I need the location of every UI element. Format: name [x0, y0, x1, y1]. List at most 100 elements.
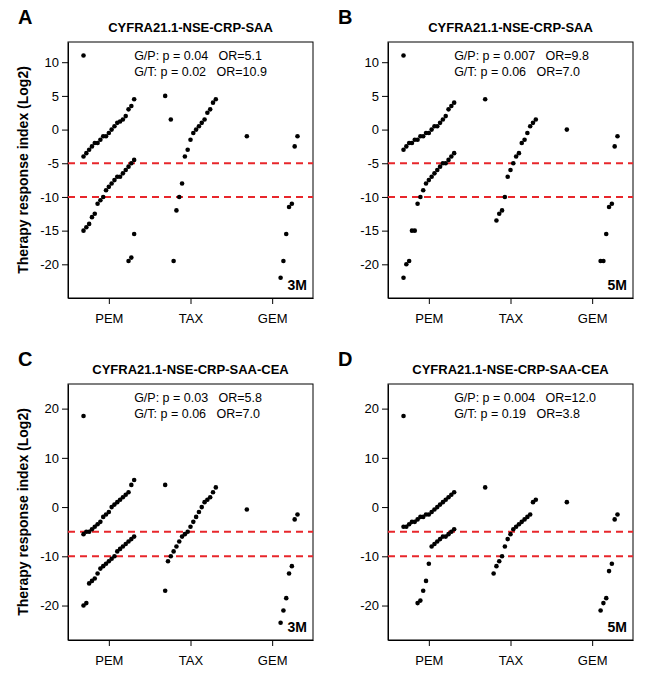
annotation: G/T: p = 0.06 OR=7.0: [454, 65, 580, 79]
data-point: [401, 414, 406, 419]
y-tick: -20: [360, 257, 388, 272]
y-tick: 0: [372, 122, 388, 137]
data-point: [424, 579, 429, 584]
y-axis-line: [68, 385, 69, 641]
data-point: [565, 127, 570, 132]
y-tick-mark: [62, 409, 68, 410]
x-tick-mark: [429, 640, 430, 646]
y-tick-label: -20: [360, 598, 379, 613]
reference-line: [388, 196, 633, 198]
y-tick-mark: [382, 264, 388, 265]
data-point: [132, 232, 137, 237]
x-tick-mark: [272, 640, 273, 646]
data-point: [287, 571, 292, 576]
y-tick-label: -20: [40, 598, 59, 613]
y-tick-mark: [382, 163, 388, 164]
x-tick-label: PEM: [415, 653, 443, 668]
panel-title: CYFRA21.1-NSE-CRP-SAA-CEA: [92, 362, 289, 377]
y-axis-line: [388, 385, 389, 641]
y-tick-label: 5: [52, 89, 59, 104]
x-tick-mark: [511, 298, 512, 304]
y-tick-mark: [62, 458, 68, 459]
x-tick: TAX: [179, 640, 204, 668]
panel-letter: B: [338, 6, 352, 28]
x-tick-mark: [592, 298, 593, 304]
annotation: G/P: p = 0.007 OR=9.8: [454, 49, 589, 63]
x-tick: PEM: [95, 298, 123, 326]
data-point: [171, 259, 176, 264]
y-tick-mark: [382, 96, 388, 97]
y-tick-label: 10: [365, 451, 379, 466]
x-tick-mark: [109, 640, 110, 646]
data-point: [185, 147, 190, 152]
x-tick: GEM: [258, 640, 288, 668]
data-point: [98, 566, 103, 571]
x-tick-mark: [592, 640, 593, 646]
marks: [388, 53, 633, 280]
x-tick: GEM: [258, 298, 288, 326]
y-tick: 0: [52, 122, 68, 137]
data-point: [177, 195, 182, 200]
x-tick-label: PEM: [95, 653, 123, 668]
data-point: [109, 505, 114, 510]
y-tick: 10: [365, 55, 388, 70]
x-axis: PEMTAXGEM: [389, 298, 634, 326]
y-tick: 20: [365, 401, 388, 416]
panel: -20-15-10-50510PEMTAXGEMCYFRA21.1-NSE-CR…: [15, 20, 314, 326]
data-point: [132, 478, 137, 483]
y-tick: -15: [360, 223, 388, 238]
data-point: [87, 581, 92, 586]
data-point: [607, 205, 612, 210]
y-tick: 0: [52, 500, 68, 515]
data-point: [421, 588, 426, 593]
data-point: [132, 97, 137, 102]
y-axis: -20 -10 0 10 20: [40, 385, 68, 641]
data-point: [180, 181, 185, 186]
data-point: [126, 107, 131, 112]
x-tick-mark: [191, 640, 192, 646]
y-axis-title: Therapy response index (Log2): [15, 408, 31, 616]
x-tick-mark: [191, 298, 192, 304]
data-point: [169, 117, 174, 122]
plot-frame: [388, 384, 633, 640]
data-point: [418, 195, 423, 200]
data-point: [483, 97, 488, 102]
data-point: [615, 134, 620, 139]
y-axis-line: [388, 43, 389, 299]
data-point: [191, 131, 196, 136]
data-point: [284, 596, 289, 601]
plot-frame: [68, 42, 313, 298]
data-point: [401, 53, 406, 58]
data-point: [171, 549, 176, 554]
data-point: [497, 559, 502, 564]
data-point: [166, 559, 171, 564]
y-tick: 0: [372, 500, 388, 515]
y-tick-mark: [382, 606, 388, 607]
period-label: 5M: [608, 277, 627, 293]
data-point: [163, 483, 168, 488]
panel-title: CYFRA21.1-NSE-CRP-SAA-CEA: [412, 362, 609, 377]
y-tick-label: 10: [45, 55, 59, 70]
y-tick-mark: [62, 507, 68, 508]
x-tick: TAX: [499, 298, 524, 326]
x-tick: GEM: [578, 298, 608, 326]
data-point: [531, 500, 536, 505]
data-point: [401, 147, 406, 152]
data-point: [427, 561, 432, 566]
data-point: [90, 215, 95, 220]
annotation: G/T: p = 0.19 OR=3.8: [454, 407, 580, 421]
y-tick-label: -10: [40, 549, 59, 564]
annotation: G/T: p = 0.02 OR=10.9: [134, 65, 267, 79]
y-tick-label: 20: [45, 401, 59, 416]
data-point: [500, 554, 505, 559]
data-point: [292, 144, 297, 149]
data-point: [404, 262, 409, 267]
marks: [388, 414, 633, 613]
y-tick-label: 5: [372, 89, 379, 104]
data-point: [177, 539, 182, 544]
y-tick-mark: [382, 507, 388, 508]
y-axis-line: [68, 43, 69, 299]
y-tick-label: 10: [45, 451, 59, 466]
data-point: [183, 154, 188, 159]
data-point: [505, 537, 510, 542]
